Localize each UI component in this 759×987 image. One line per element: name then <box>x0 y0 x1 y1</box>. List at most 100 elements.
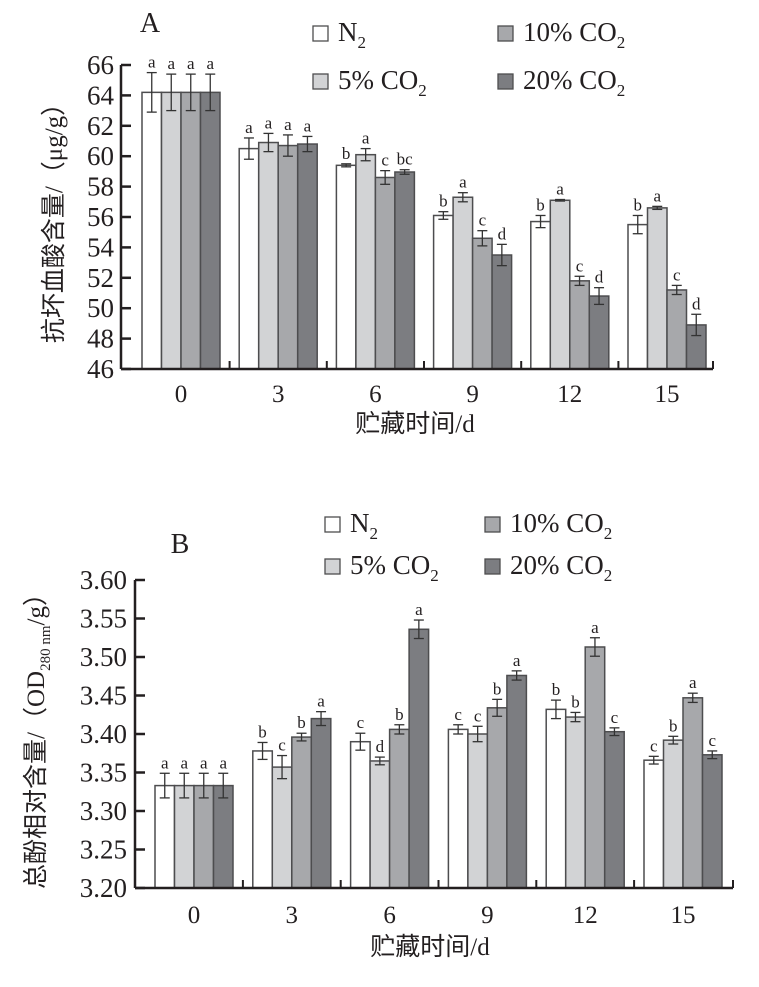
bar <box>212 784 234 889</box>
y-tick-label: 62 <box>87 111 114 141</box>
bar <box>486 707 508 889</box>
legend-item: 10% CO2 <box>484 508 613 543</box>
legend-label-subscript: 2 <box>617 33 626 52</box>
chart-b-y-axis-title-main: 总酚相对含量/（OD <box>22 671 50 889</box>
bar <box>471 237 493 370</box>
legend-swatch <box>497 73 514 90</box>
significance-label: b <box>634 195 643 214</box>
legend-label-main: N <box>350 508 370 538</box>
significance-label: a <box>219 753 227 772</box>
significance-label: a <box>317 692 325 711</box>
legend-swatch <box>324 558 341 575</box>
significance-label: a <box>653 186 661 205</box>
y-tick-label: 56 <box>87 202 114 232</box>
bar <box>666 289 688 370</box>
significance-label: c <box>454 705 462 724</box>
significance-label: a <box>284 115 292 134</box>
significance-label: bc <box>397 150 414 169</box>
significance-label: b <box>536 195 545 214</box>
significance-label: c <box>673 265 681 284</box>
bar <box>193 784 215 889</box>
bar <box>173 784 195 889</box>
bar <box>408 628 430 889</box>
significance-label: a <box>591 618 599 637</box>
bar <box>432 214 454 370</box>
x-tick-label: 9 <box>481 902 494 929</box>
bar <box>296 143 318 370</box>
significance-label: b <box>552 680 561 699</box>
bar <box>154 784 176 889</box>
legend-swatch <box>497 25 514 42</box>
significance-label: a <box>187 54 195 73</box>
significance-label: c <box>381 151 389 170</box>
bar <box>257 141 279 370</box>
y-tick-label: 3.60 <box>80 565 127 595</box>
y-tick-label: 3.35 <box>80 758 127 788</box>
legend-item: 5% CO2 <box>324 550 439 585</box>
significance-label: c <box>479 211 487 230</box>
significance-label: c <box>650 736 658 755</box>
chart-b-title: B <box>171 529 190 560</box>
x-tick-label: 6 <box>383 902 396 929</box>
bar <box>141 91 163 370</box>
bar <box>160 91 182 370</box>
legend-label: 20% CO2 <box>523 65 625 100</box>
chart-a-x-axis-title: 贮藏时间/d <box>355 410 475 438</box>
chart-b-y-axis-title-tail: /g） <box>22 581 50 625</box>
significance-label: d <box>376 737 385 756</box>
significance-label: a <box>206 54 214 73</box>
legend-label-main: 20% CO <box>523 65 617 95</box>
legend-label-subscript: 2 <box>418 81 427 100</box>
bar <box>277 144 299 370</box>
legend-item: 20% CO2 <box>497 65 625 100</box>
x-tick-label: 12 <box>557 381 582 408</box>
legend-swatch <box>324 516 341 533</box>
bar <box>569 280 591 370</box>
x-tick-label: 3 <box>272 381 285 408</box>
legend-label-main: 5% CO <box>338 65 418 95</box>
bar <box>643 759 665 889</box>
bar <box>467 733 489 889</box>
legend-label: N2 <box>350 508 378 543</box>
bar <box>199 91 221 370</box>
legend-label-subscript: 2 <box>358 33 367 52</box>
significance-label: a <box>245 118 253 137</box>
bar <box>584 646 606 889</box>
legend-swatch <box>312 25 329 42</box>
bar <box>530 220 552 370</box>
y-tick-label: 50 <box>87 293 114 323</box>
legend-label: 5% CO2 <box>338 65 427 100</box>
significance-label: a <box>180 753 188 772</box>
legend-label: N2 <box>338 17 366 52</box>
significance-label: a <box>304 116 312 135</box>
bar <box>374 176 396 370</box>
x-tick-label: 0 <box>175 381 188 408</box>
legend-label: 20% CO2 <box>510 550 612 585</box>
bar <box>646 207 668 370</box>
y-tick-label: 3.30 <box>80 796 127 826</box>
legend-label-main: 5% CO <box>350 550 430 580</box>
significance-label: d <box>692 294 701 313</box>
bar <box>549 199 571 370</box>
x-tick-label: 6 <box>369 381 382 408</box>
bar <box>682 697 704 889</box>
legend-item: N2 <box>312 17 366 52</box>
significance-label: b <box>342 144 351 163</box>
y-tick-label: 52 <box>87 263 114 293</box>
legend-label-subscript: 2 <box>604 524 613 543</box>
significance-label: a <box>265 113 273 132</box>
y-tick-label: 3.25 <box>80 835 127 865</box>
legend-item: 20% CO2 <box>484 550 612 585</box>
significance-label: b <box>297 713 306 732</box>
bar <box>310 717 332 889</box>
significance-label: c <box>278 736 286 755</box>
y-tick-label: 3.20 <box>80 873 127 903</box>
bar <box>271 766 293 889</box>
significance-label: b <box>439 192 448 211</box>
legend-label-subscript: 2 <box>370 524 379 543</box>
x-tick-label: 0 <box>188 902 201 929</box>
y-tick-label: 60 <box>87 141 114 171</box>
